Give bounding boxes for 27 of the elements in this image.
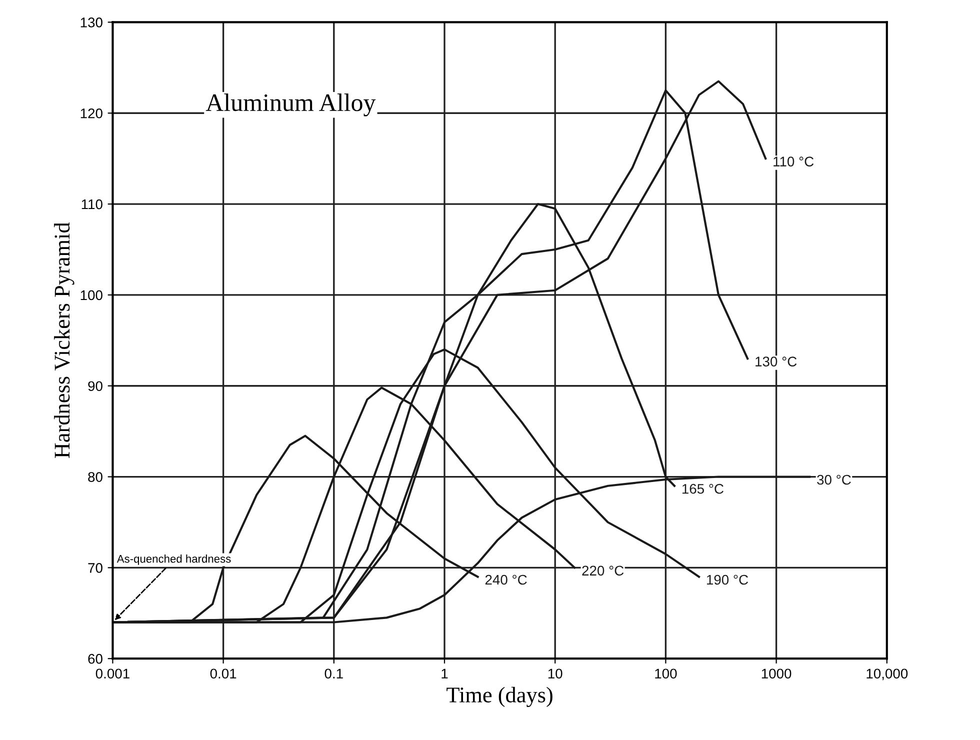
y-tick-label: 90 (88, 381, 102, 392)
y-tick-label: 120 (80, 108, 102, 118)
y-tick-label: 100 (80, 290, 102, 300)
series-label: 220 °C (582, 566, 624, 576)
y-tick-label: 70 (88, 563, 102, 573)
series-label: 110 °C (774, 156, 814, 166)
series-label: 240 °C (485, 574, 527, 585)
x-tick-label: 0.1 (324, 668, 343, 679)
x-tick-label: 0.001 (96, 668, 130, 679)
series-label: 30 °C (817, 474, 851, 485)
x-tick-label: 1 (442, 668, 448, 678)
y-tick-label: 60 (88, 654, 102, 664)
series-label: 190 °C (706, 574, 748, 585)
x-tick-label: 10,000 (866, 668, 908, 680)
annotation: Aluminum Alloy (206, 94, 376, 116)
y-tick-label: 130 (80, 18, 102, 28)
y-tick-label: 110 (82, 199, 102, 210)
y-axis-title: Hardness Vickers Pyramid (54, 222, 74, 458)
x-tick-label: 1000 (762, 668, 792, 679)
x-tick-label: 0.01 (210, 668, 236, 679)
y-tick-label: 80 (88, 472, 102, 482)
series-label: 165 °C (682, 484, 724, 494)
x-tick-label: 100 (655, 668, 677, 679)
x-axis-title: Time (days) (446, 686, 552, 708)
annotation: As-quenched hardness (116, 554, 231, 565)
x-tick-label: 10 (548, 668, 562, 679)
series-label: 130 °C (756, 356, 797, 366)
